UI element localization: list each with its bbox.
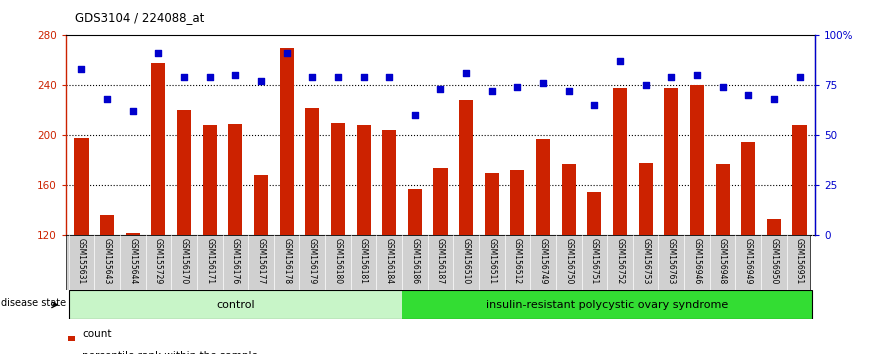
Text: GSM156171: GSM156171 [205, 238, 214, 284]
Text: GSM156187: GSM156187 [436, 238, 445, 284]
Text: GSM155729: GSM155729 [154, 238, 163, 284]
Point [639, 82, 653, 88]
Text: control: control [216, 300, 255, 310]
Text: GSM156763: GSM156763 [667, 238, 676, 285]
Bar [459, 101, 473, 235]
Point [613, 58, 627, 64]
Bar [433, 168, 448, 235]
Bar [793, 125, 807, 235]
Text: GSM156753: GSM156753 [641, 238, 650, 285]
Point [152, 51, 166, 56]
Bar [152, 63, 166, 235]
Bar [485, 173, 499, 235]
Text: GSM156511: GSM156511 [487, 238, 496, 284]
Text: GDS3104 / 224088_at: GDS3104 / 224088_at [75, 11, 204, 24]
Bar [408, 189, 422, 235]
Text: GSM156950: GSM156950 [769, 238, 779, 285]
Text: disease state: disease state [1, 298, 66, 308]
Bar [305, 108, 319, 235]
Bar [639, 163, 653, 235]
Bar [228, 124, 242, 235]
Text: GSM156184: GSM156184 [385, 238, 394, 284]
Bar [690, 85, 704, 235]
Point [254, 79, 268, 84]
Point [279, 51, 293, 56]
Point [126, 109, 140, 114]
Bar [536, 139, 550, 235]
Point [459, 70, 473, 76]
Point [177, 75, 191, 80]
Point [562, 88, 576, 94]
Bar [664, 88, 678, 235]
Bar [68, 336, 75, 341]
Text: GSM156180: GSM156180 [333, 238, 343, 284]
Text: GSM156176: GSM156176 [231, 238, 240, 284]
Text: GSM156177: GSM156177 [256, 238, 265, 284]
Point [357, 75, 371, 80]
Text: GSM155631: GSM155631 [77, 238, 86, 284]
Bar [357, 125, 371, 235]
Text: GSM156948: GSM156948 [718, 238, 727, 284]
Bar [331, 123, 345, 235]
Point [433, 87, 448, 92]
Text: GSM156949: GSM156949 [744, 238, 752, 285]
Bar [562, 164, 576, 235]
Point [408, 113, 422, 118]
Text: GSM156951: GSM156951 [795, 238, 804, 284]
Bar [279, 48, 293, 235]
Point [485, 88, 499, 94]
Text: GSM156178: GSM156178 [282, 238, 291, 284]
Text: GSM156510: GSM156510 [462, 238, 470, 284]
Point [793, 75, 807, 80]
Text: GSM156751: GSM156751 [590, 238, 599, 284]
Text: GSM156179: GSM156179 [307, 238, 317, 284]
Text: GSM156750: GSM156750 [564, 238, 574, 285]
Point [228, 73, 242, 78]
Point [664, 75, 678, 80]
Text: GSM156170: GSM156170 [180, 238, 189, 284]
Bar [254, 175, 268, 235]
Text: GSM156512: GSM156512 [513, 238, 522, 284]
Point [100, 97, 115, 102]
Bar [382, 130, 396, 235]
Point [305, 75, 319, 80]
Point [741, 93, 755, 98]
Bar [510, 170, 524, 235]
Text: GSM155643: GSM155643 [102, 238, 112, 285]
Bar [69, 290, 402, 319]
Point [74, 67, 88, 72]
Bar [741, 142, 755, 235]
Text: percentile rank within the sample: percentile rank within the sample [82, 350, 258, 354]
Point [203, 75, 217, 80]
Point [510, 85, 524, 90]
Text: GSM156186: GSM156186 [411, 238, 419, 284]
Point [382, 75, 396, 80]
Bar [74, 138, 88, 235]
Point [536, 81, 550, 86]
Bar [402, 290, 812, 319]
Text: GSM156752: GSM156752 [616, 238, 625, 284]
Bar [203, 125, 217, 235]
Text: GSM156749: GSM156749 [538, 238, 548, 285]
Point [715, 85, 729, 90]
Bar [715, 164, 729, 235]
Bar [766, 219, 781, 235]
Text: count: count [82, 329, 111, 339]
Bar [177, 110, 191, 235]
Text: insulin-resistant polycystic ovary syndrome: insulin-resistant polycystic ovary syndr… [486, 300, 729, 310]
Text: GSM155644: GSM155644 [129, 238, 137, 285]
Point [588, 103, 602, 108]
Text: GSM156946: GSM156946 [692, 238, 701, 285]
Bar [100, 215, 115, 235]
Text: GSM156181: GSM156181 [359, 238, 368, 284]
Bar [126, 233, 140, 235]
Point [690, 73, 704, 78]
Bar [613, 88, 627, 235]
Bar [588, 192, 602, 235]
Point [766, 97, 781, 102]
Point [331, 75, 345, 80]
